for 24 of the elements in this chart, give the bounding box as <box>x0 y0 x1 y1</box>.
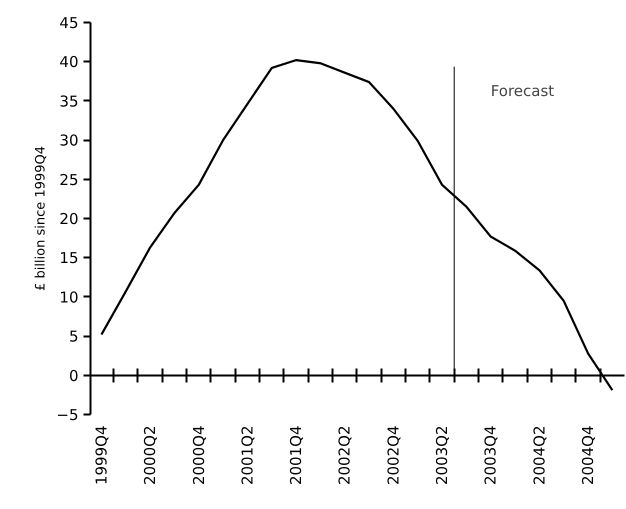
x-tick-label: 2004Q4 <box>579 425 598 486</box>
y-tick-label: 0 <box>68 366 79 385</box>
annotation: Forecast <box>490 82 554 100</box>
y-tick-label: 30 <box>59 132 79 150</box>
x-tick-label: 2000Q4 <box>190 425 208 486</box>
x-tick-label: 1999Q4 <box>92 425 110 486</box>
y-tick-label: 25 <box>59 170 79 189</box>
x-tick-label: 2004Q2 <box>530 425 548 486</box>
y-tick-label: 45 <box>59 14 79 32</box>
y-tick-label: 15 <box>59 249 79 268</box>
x-tick-label: 2003Q2 <box>433 425 452 486</box>
x-tick-label: 2002Q4 <box>384 425 402 486</box>
y-tick-label: 5 <box>68 328 79 346</box>
y-tick-label: −5 <box>56 406 79 424</box>
y-tick-label: 40 <box>59 53 79 72</box>
y-tick-label: 20 <box>59 210 79 228</box>
y-axis-title: £ billion since 1999Q4 <box>33 146 48 291</box>
y-tick-label: 10 <box>59 288 79 306</box>
x-tick-label: 2001Q2 <box>238 425 256 486</box>
x-tick-label: 2003Q4 <box>482 425 500 486</box>
y-tick-label: 35 <box>59 92 79 110</box>
x-tick-label: 2002Q2 <box>336 425 354 486</box>
x-tick-label: 2001Q4 <box>287 425 306 486</box>
x-tick-label: 2000Q2 <box>141 425 160 486</box>
